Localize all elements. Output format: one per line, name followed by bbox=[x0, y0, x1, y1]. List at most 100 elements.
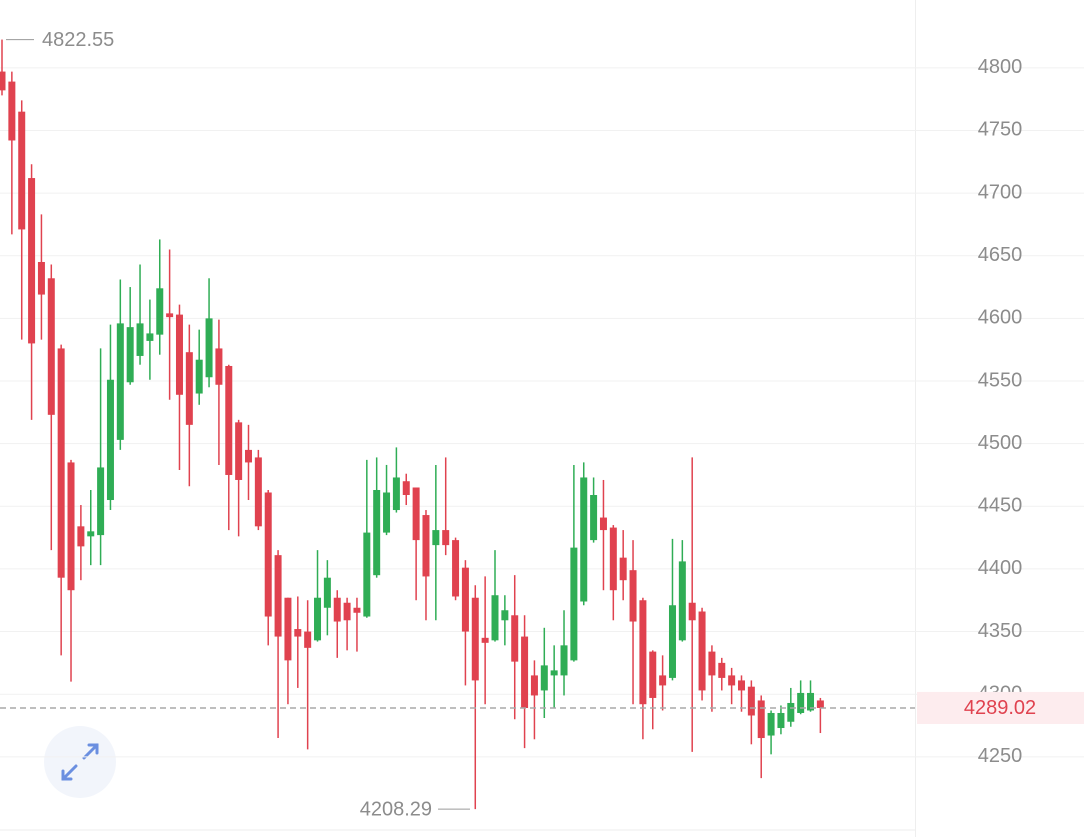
candle-body bbox=[343, 602, 351, 621]
y-tick-label: 4800 bbox=[978, 56, 1023, 78]
candle-body bbox=[777, 712, 785, 729]
y-tick-label: 4250 bbox=[978, 745, 1023, 767]
candle-body bbox=[146, 333, 154, 341]
candle-body bbox=[175, 314, 183, 395]
candle-body bbox=[491, 595, 499, 641]
candle-body bbox=[294, 629, 302, 637]
candle-body bbox=[738, 680, 745, 691]
candle-body bbox=[521, 636, 529, 708]
candle-body bbox=[402, 481, 410, 496]
expand-icon[interactable] bbox=[61, 743, 99, 781]
candle-body bbox=[501, 610, 509, 621]
candle-body bbox=[797, 692, 805, 713]
candle-body bbox=[245, 449, 252, 463]
candle-body bbox=[254, 457, 262, 527]
y-tick-label: 4750 bbox=[978, 119, 1023, 141]
candle-body bbox=[185, 352, 193, 425]
expand-button[interactable] bbox=[44, 726, 116, 798]
candle-body bbox=[511, 615, 519, 662]
candle-body bbox=[363, 532, 371, 617]
candle-body bbox=[235, 422, 243, 480]
candle-body bbox=[205, 318, 213, 378]
candle-body bbox=[284, 597, 292, 661]
candle-body bbox=[383, 492, 391, 533]
candle-body bbox=[550, 670, 558, 676]
candle-body bbox=[668, 605, 676, 678]
max-marker-label: 4822.55 bbox=[42, 29, 114, 51]
candle-body bbox=[136, 323, 144, 356]
candle-body bbox=[698, 611, 706, 691]
last-price-badge bbox=[917, 691, 1084, 724]
candle-body bbox=[195, 359, 203, 394]
candle-body bbox=[639, 600, 647, 705]
candle-body bbox=[274, 555, 282, 637]
candle-body bbox=[18, 111, 26, 230]
expand-button-bg[interactable] bbox=[44, 726, 116, 798]
candle-body bbox=[314, 597, 322, 641]
y-tick-label: 4400 bbox=[978, 557, 1023, 579]
candle-body bbox=[422, 515, 430, 577]
candle-body bbox=[87, 531, 95, 537]
candle-body bbox=[481, 637, 489, 643]
y-tick-label: 4550 bbox=[978, 369, 1023, 391]
candle-body bbox=[97, 467, 105, 536]
candle-body bbox=[728, 675, 736, 686]
candle-body bbox=[442, 530, 450, 546]
candle-body bbox=[708, 651, 716, 676]
candle-body bbox=[678, 561, 686, 641]
candle-body bbox=[540, 665, 548, 691]
candle-body bbox=[570, 547, 578, 661]
candle-body bbox=[116, 323, 124, 440]
candle-body bbox=[333, 597, 341, 622]
candle-body bbox=[629, 570, 637, 622]
candle-body bbox=[718, 662, 726, 678]
candle-body bbox=[560, 645, 568, 676]
candle-body bbox=[166, 313, 174, 318]
candle-body bbox=[816, 700, 824, 708]
candle-body bbox=[225, 365, 233, 475]
candle-body bbox=[619, 557, 627, 581]
candle-body bbox=[37, 261, 45, 295]
candle-body bbox=[580, 477, 588, 602]
y-tick-label: 4500 bbox=[978, 432, 1023, 454]
y-tick-label: 4650 bbox=[978, 244, 1023, 266]
candle-body bbox=[412, 487, 420, 541]
candle-body bbox=[67, 462, 75, 591]
y-tick-label: 4450 bbox=[978, 495, 1023, 517]
candle-body bbox=[156, 288, 164, 335]
candle-body bbox=[452, 540, 460, 597]
y-tick-label: 4600 bbox=[978, 307, 1023, 329]
candle-body bbox=[353, 607, 361, 613]
candle-body bbox=[659, 675, 667, 686]
candle-body bbox=[530, 675, 538, 696]
candle-body bbox=[57, 348, 65, 578]
candle-body bbox=[106, 379, 114, 501]
candle-body bbox=[747, 686, 755, 716]
candle-body bbox=[126, 327, 134, 383]
candle-body bbox=[392, 477, 400, 511]
last-price-label: 4289.02 bbox=[964, 697, 1036, 719]
candle-body bbox=[609, 527, 617, 591]
y-tick-label: 4350 bbox=[978, 620, 1023, 642]
candle-body bbox=[767, 712, 775, 736]
candle-body bbox=[757, 700, 765, 739]
candle-body bbox=[461, 567, 469, 632]
candle-body bbox=[688, 602, 696, 621]
candle-body bbox=[77, 526, 85, 547]
candle-body bbox=[649, 651, 657, 698]
y-tick-label: 4700 bbox=[978, 181, 1023, 203]
candle-body bbox=[28, 178, 36, 344]
candle-body bbox=[787, 702, 795, 722]
candle-body bbox=[304, 631, 312, 648]
candle-body bbox=[8, 81, 16, 141]
candle-body bbox=[471, 597, 479, 681]
candle-body bbox=[590, 495, 598, 541]
candle-body bbox=[47, 278, 55, 415]
min-marker-label: 4208.29 bbox=[360, 798, 432, 820]
candle-body bbox=[264, 492, 272, 617]
candle-body bbox=[373, 489, 381, 576]
candle-body bbox=[432, 530, 440, 546]
candle-body bbox=[0, 71, 6, 91]
